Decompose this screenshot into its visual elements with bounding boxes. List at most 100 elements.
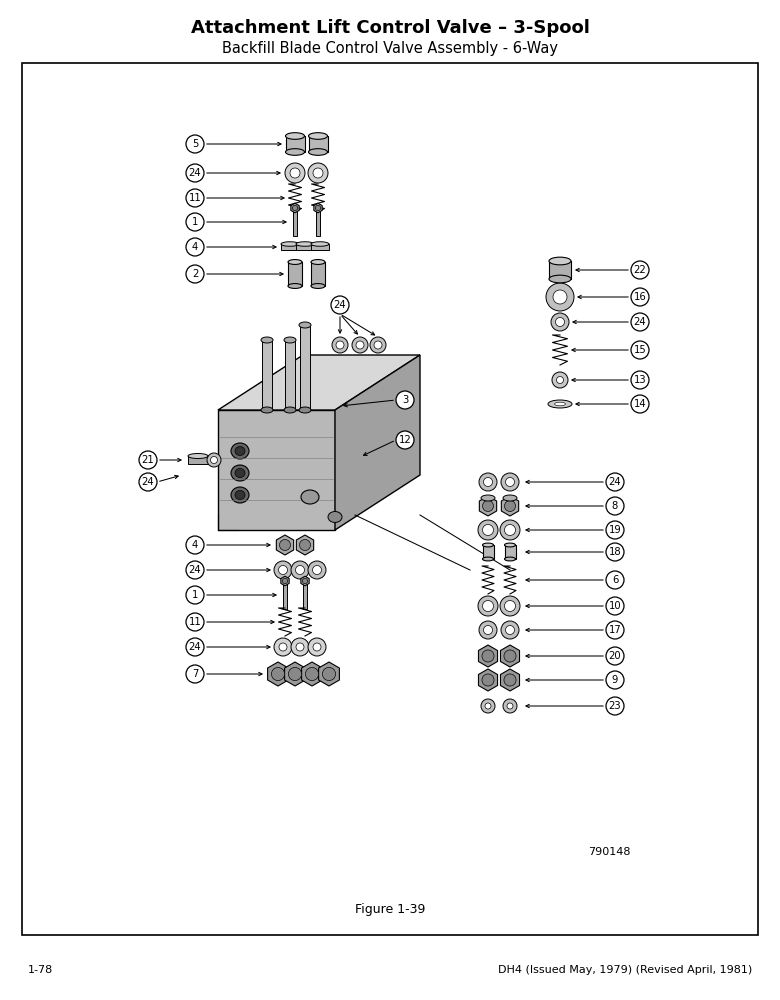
Text: 24: 24 (189, 168, 201, 178)
Circle shape (478, 520, 498, 540)
Circle shape (481, 699, 495, 713)
Circle shape (313, 643, 321, 651)
Circle shape (291, 638, 309, 656)
Circle shape (282, 578, 288, 584)
Text: 21: 21 (142, 455, 154, 465)
Circle shape (485, 703, 491, 709)
Ellipse shape (284, 407, 296, 413)
Polygon shape (480, 496, 497, 516)
Circle shape (606, 571, 624, 589)
Ellipse shape (309, 133, 328, 139)
Text: 16: 16 (633, 292, 647, 302)
Bar (303, 581, 307, 609)
Circle shape (332, 337, 348, 353)
Circle shape (484, 478, 492, 487)
Circle shape (504, 674, 516, 686)
Circle shape (186, 213, 204, 231)
Text: 17: 17 (608, 625, 622, 635)
Text: Attachment Lift Control Valve – 3-Spool: Attachment Lift Control Valve – 3-Spool (190, 19, 590, 37)
Circle shape (507, 703, 513, 709)
Polygon shape (501, 669, 519, 691)
Circle shape (500, 596, 520, 616)
Circle shape (207, 453, 221, 467)
Circle shape (396, 391, 414, 409)
Circle shape (313, 168, 323, 178)
Text: 5: 5 (192, 139, 198, 149)
Circle shape (505, 500, 516, 512)
Bar (293, 208, 297, 236)
Ellipse shape (235, 490, 245, 499)
Bar (283, 581, 287, 609)
Bar (549, 261, 571, 279)
Ellipse shape (328, 512, 342, 522)
Circle shape (555, 318, 565, 326)
Circle shape (606, 543, 624, 561)
Polygon shape (302, 662, 322, 686)
Ellipse shape (235, 446, 245, 456)
Ellipse shape (284, 337, 296, 343)
Text: 9: 9 (612, 675, 619, 685)
Circle shape (606, 473, 624, 491)
Circle shape (505, 524, 516, 536)
Circle shape (482, 674, 494, 686)
Circle shape (186, 561, 204, 579)
Ellipse shape (483, 543, 494, 547)
Circle shape (279, 643, 287, 651)
Circle shape (290, 168, 300, 178)
Ellipse shape (299, 407, 311, 413)
Circle shape (352, 337, 368, 353)
Text: 24: 24 (633, 317, 647, 327)
Circle shape (139, 473, 157, 491)
Text: 6: 6 (612, 575, 619, 585)
Ellipse shape (299, 322, 311, 328)
Text: 8: 8 (612, 501, 618, 511)
Ellipse shape (231, 443, 249, 459)
Bar (285, 136, 304, 152)
Ellipse shape (231, 487, 249, 503)
Circle shape (553, 290, 567, 304)
Ellipse shape (481, 495, 495, 501)
Ellipse shape (288, 260, 302, 264)
Circle shape (331, 296, 349, 314)
Circle shape (315, 205, 321, 211)
Bar (311, 244, 329, 250)
Circle shape (552, 372, 568, 388)
Text: DH4 (Issued May, 1979) (Revised April, 1981): DH4 (Issued May, 1979) (Revised April, 1… (498, 965, 752, 975)
Text: 24: 24 (334, 300, 346, 310)
Ellipse shape (505, 543, 516, 547)
Bar (311, 262, 325, 286)
Circle shape (483, 500, 494, 512)
Bar (300, 325, 310, 410)
Circle shape (356, 341, 364, 349)
Circle shape (483, 600, 494, 611)
Ellipse shape (188, 454, 208, 458)
Circle shape (479, 621, 497, 639)
Ellipse shape (288, 284, 302, 288)
Circle shape (186, 135, 204, 153)
Circle shape (505, 600, 516, 611)
Bar (262, 340, 272, 410)
Circle shape (336, 341, 344, 349)
Text: 15: 15 (633, 345, 647, 355)
Text: 3: 3 (402, 395, 408, 405)
Circle shape (501, 473, 519, 491)
Circle shape (505, 478, 515, 487)
Polygon shape (218, 410, 335, 530)
Circle shape (291, 561, 309, 579)
Text: 20: 20 (608, 651, 622, 661)
Circle shape (308, 163, 328, 183)
Text: 24: 24 (608, 477, 622, 487)
Ellipse shape (285, 133, 304, 139)
Circle shape (505, 626, 515, 635)
Text: 13: 13 (633, 375, 647, 385)
Text: 23: 23 (608, 701, 622, 711)
Circle shape (274, 638, 292, 656)
Circle shape (186, 536, 204, 554)
Ellipse shape (296, 242, 314, 246)
Circle shape (556, 376, 563, 383)
Text: 10: 10 (608, 601, 622, 611)
Circle shape (396, 431, 414, 449)
Ellipse shape (503, 495, 517, 501)
Circle shape (478, 596, 498, 616)
Bar (22, 63, 758, 935)
